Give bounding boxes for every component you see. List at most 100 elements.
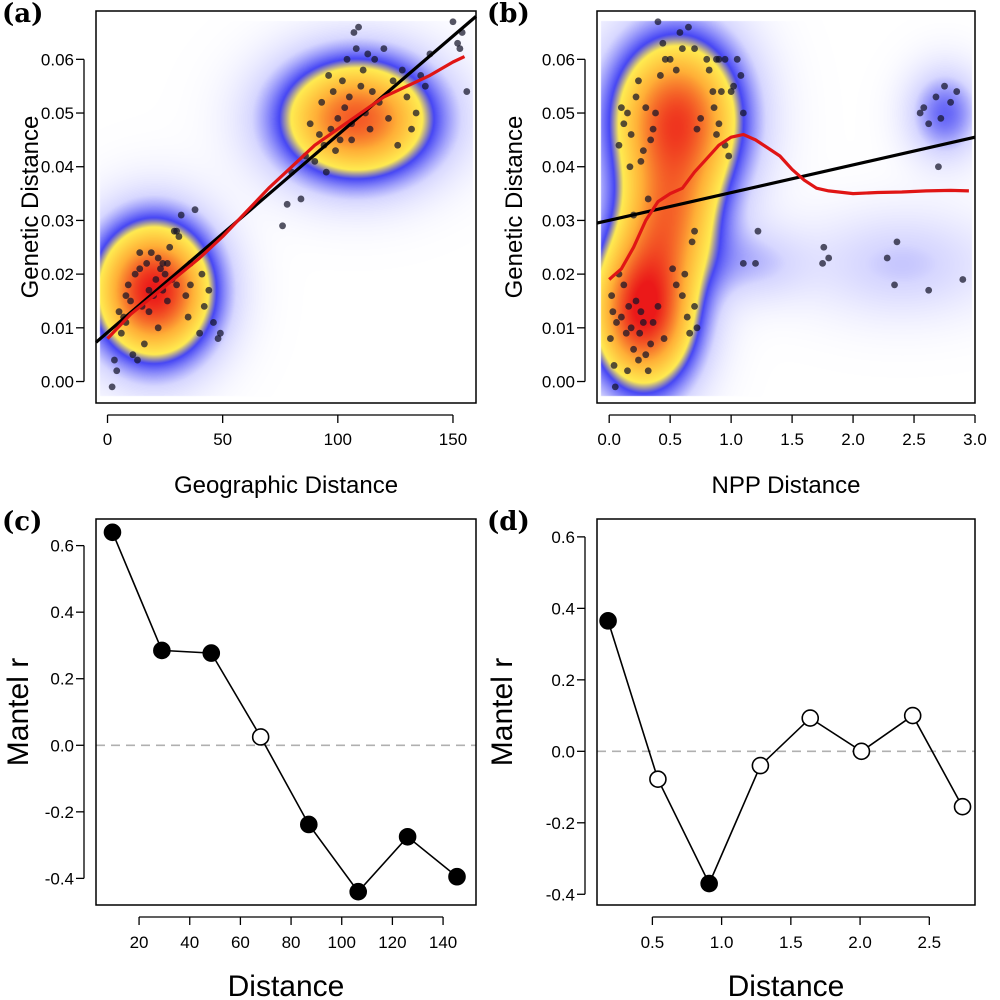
- y-tick-label: 0.02: [542, 265, 575, 284]
- panel-c-label: (c): [2, 507, 42, 537]
- x-tick-label: 1.5: [780, 430, 804, 449]
- data-point: [935, 163, 942, 171]
- data-point: [352, 45, 360, 52]
- data-point: [368, 88, 376, 95]
- data-point: [932, 93, 940, 101]
- data-point: [925, 120, 933, 128]
- data-point: [154, 254, 162, 262]
- panel-d: (d) 0.5 1.0 1.5 2.0 2.5-0.4-0.20.00.20.40.6 …: [486, 507, 976, 1000]
- data-point: [408, 125, 415, 133]
- data-point: [343, 55, 351, 63]
- panel-b-ticks: 0.0 0.5 1.0 1.5 2.0 2.5 3.0 0.00 0.01 0.02 0.03 0.0…: [542, 50, 987, 449]
- data-point: [607, 335, 614, 342]
- data-point: [177, 211, 185, 219]
- data-point: [210, 319, 217, 326]
- data-point: [147, 249, 155, 257]
- data-point: [366, 125, 374, 133]
- y-tick-label: 0.03: [542, 211, 575, 230]
- data-point: [660, 335, 668, 342]
- panel-b-frame: [596, 10, 976, 404]
- data-point: [624, 367, 631, 375]
- data-point: [693, 324, 701, 332]
- x-tick-label: 2.5: [902, 430, 926, 449]
- x-tick-label: 120: [378, 933, 406, 952]
- data-point: [642, 104, 650, 112]
- panel-a: (a) 0 50 100 150 0.00 0.01 0.02 0.03 0.04 0.05 0.0…: [2, 0, 478, 499]
- data-point: [332, 147, 339, 155]
- data-point: [649, 125, 657, 133]
- data-point: [705, 66, 713, 74]
- panel-d-label: (d): [487, 507, 530, 537]
- mantel-point-significant: [599, 612, 617, 630]
- data-point: [456, 45, 464, 52]
- x-tick-label: 2.0: [841, 430, 865, 449]
- data-point: [449, 18, 457, 26]
- mantel-point-nonsignificant: [852, 742, 871, 761]
- data-point: [713, 131, 720, 138]
- data-point: [627, 324, 635, 332]
- data-point: [649, 319, 657, 326]
- data-point: [891, 281, 898, 289]
- data-point: [198, 270, 206, 278]
- data-point: [666, 55, 674, 63]
- panel-d-plot: [597, 612, 975, 893]
- data-point: [311, 157, 319, 165]
- data-point: [339, 77, 346, 85]
- x-tick-label: 40: [180, 933, 199, 952]
- mantel-point-nonsignificant: [801, 709, 820, 727]
- mantel-point-nonsignificant: [649, 770, 667, 788]
- data-point: [620, 120, 628, 128]
- data-point: [357, 82, 365, 90]
- x-tick-label: 0: [103, 430, 112, 449]
- data-point: [124, 281, 132, 289]
- mantel-point-nonsignificant: [953, 797, 972, 816]
- regression-line: [596, 135, 976, 225]
- data-point: [654, 302, 662, 310]
- data-point: [371, 55, 379, 63]
- mantel-point-nonsignificant: [903, 706, 922, 725]
- data-point: [196, 329, 204, 337]
- mantel-point-significant: [398, 827, 417, 846]
- x-tick-label: 50: [213, 430, 232, 449]
- panel-d-ylabel: Mantel r: [486, 658, 519, 766]
- panel-c-xlabel: Distance: [228, 970, 345, 1000]
- mantel-point-significant: [153, 641, 171, 660]
- data-point: [159, 259, 167, 267]
- data-point: [394, 141, 402, 149]
- data-point: [380, 45, 388, 52]
- data-point: [216, 329, 224, 337]
- data-point: [463, 88, 471, 95]
- data-point: [688, 238, 696, 246]
- data-point: [626, 163, 634, 171]
- loess-curve: [106, 55, 466, 340]
- data-point: [654, 18, 662, 26]
- data-point: [681, 270, 689, 278]
- y-tick-label: 0.01: [41, 319, 74, 338]
- data-point: [187, 281, 194, 289]
- data-point: [703, 55, 711, 63]
- mantel-point-significant: [202, 644, 221, 662]
- y-tick-label: 0.05: [41, 104, 74, 123]
- data-point: [739, 259, 747, 267]
- x-tick-label: 0.5: [658, 430, 682, 449]
- panel-b-xlabel: NPP Distance: [712, 472, 861, 499]
- data-point: [131, 270, 139, 278]
- data-point: [730, 82, 737, 90]
- data-point: [630, 345, 637, 353]
- panel-a-frame: [95, 10, 477, 404]
- data-point: [166, 243, 174, 251]
- data-point: [678, 45, 686, 52]
- mantel-point-significant: [299, 815, 318, 834]
- data-point: [297, 195, 305, 203]
- mantel-point-significant: [103, 523, 122, 542]
- data-point: [609, 308, 617, 316]
- data-point: [632, 297, 640, 305]
- y-tick-label: 0.06: [542, 50, 575, 69]
- y-tick-label: 0.2: [50, 670, 74, 689]
- data-point: [113, 367, 121, 375]
- data-point: [108, 383, 116, 391]
- x-tick-label: 1.0: [719, 430, 743, 449]
- data-point: [184, 313, 192, 321]
- data-point: [652, 109, 659, 117]
